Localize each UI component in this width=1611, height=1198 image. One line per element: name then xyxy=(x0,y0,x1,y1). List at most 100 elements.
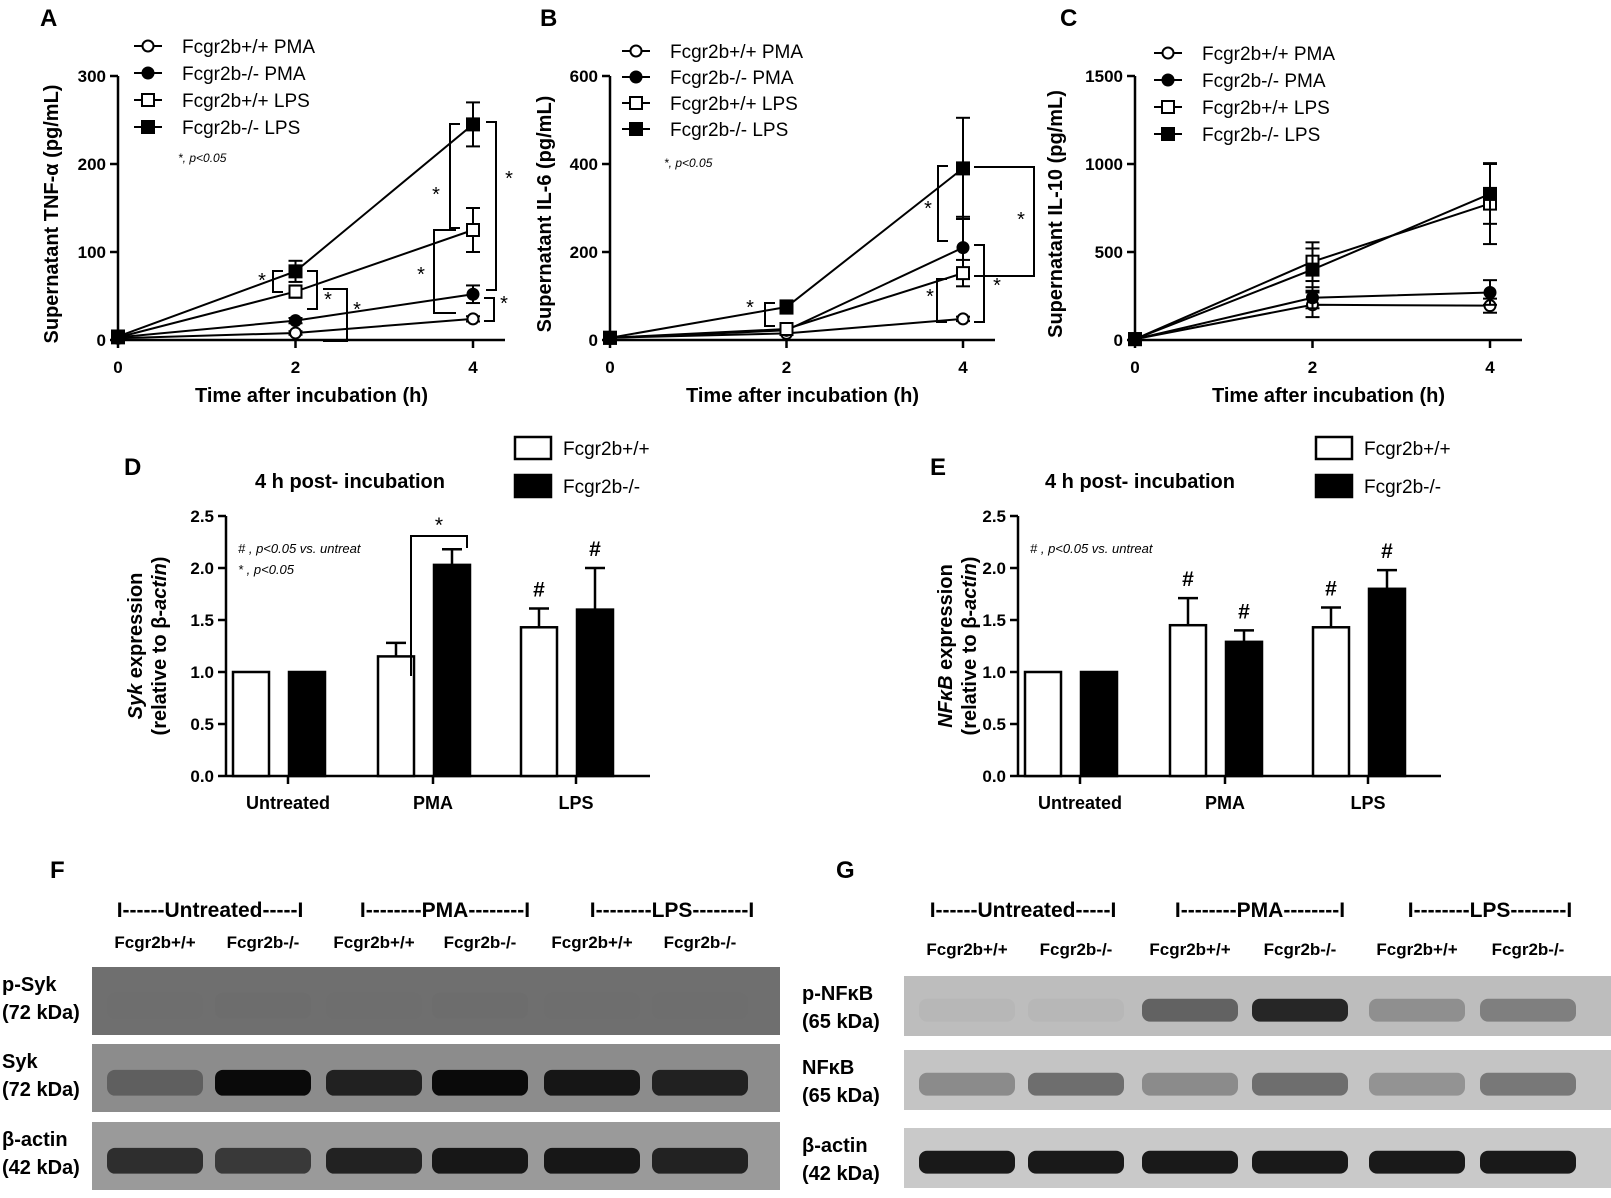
protein-band xyxy=(432,1069,528,1096)
panel-label-d: D xyxy=(124,454,141,481)
panel-label-f: F xyxy=(50,857,65,884)
lane-label: Fcgr2b-/- xyxy=(444,933,517,952)
legend-marker xyxy=(629,44,643,58)
bar xyxy=(1023,670,1063,778)
data-point xyxy=(288,284,303,299)
protein-band xyxy=(1369,1072,1465,1096)
legend-label: Fcgr2b+/+ xyxy=(563,439,650,460)
significance-bracket xyxy=(764,302,775,327)
bar xyxy=(432,563,472,778)
legend-swatch xyxy=(1314,473,1354,499)
protein-band xyxy=(1142,1072,1238,1096)
legend-label: Fcgr2b-/- LPS xyxy=(1202,125,1320,146)
protein-band xyxy=(1028,1150,1124,1174)
y-tick-label: 1.5 xyxy=(982,611,1006,630)
x-tick-label: 0 xyxy=(1130,358,1139,377)
lane-group-label: I------Untreated-----I xyxy=(117,899,304,922)
y-tick-label: 1000 xyxy=(1085,155,1123,174)
lane-label: Fcgr2b+/+ xyxy=(1376,940,1457,959)
lane-label: Fcgr2b+/+ xyxy=(926,940,1007,959)
protein-band xyxy=(107,1069,203,1096)
significance-bracket xyxy=(484,297,495,322)
x-tick-label: 2 xyxy=(291,358,300,377)
data-point xyxy=(466,287,480,301)
category-label: LPS xyxy=(1350,793,1385,813)
legend-label: Fcgr2b+/+ xyxy=(1364,439,1451,460)
legend-label: Fcgr2b-/- LPS xyxy=(670,120,788,141)
protein-band xyxy=(919,1072,1015,1096)
x-tick-label: 4 xyxy=(1485,358,1495,377)
legend-marker xyxy=(141,120,155,134)
significance-star: * xyxy=(324,289,332,311)
legend-label: Fcgr2b+/+ PMA xyxy=(1202,44,1335,65)
data-point xyxy=(289,326,302,340)
legend-label: Fcgr2b+/+ LPS xyxy=(670,94,798,115)
lane-label: Fcgr2b+/+ xyxy=(333,933,414,952)
x-tick-label: 2 xyxy=(1308,358,1317,377)
bar xyxy=(1168,623,1208,778)
significance-star: * xyxy=(435,514,443,537)
series-line xyxy=(117,123,474,338)
y-tick-label: 2.5 xyxy=(982,507,1006,526)
y-tick-label: 200 xyxy=(78,155,106,174)
chart-title: 4 h post- incubation xyxy=(1045,471,1235,493)
protein-band xyxy=(1252,998,1348,1022)
blot-row-weight: (42 kDa) xyxy=(802,1163,880,1185)
protein-band xyxy=(107,992,203,1019)
chart-b-il6: 0 200 400 600 0 2 4 Time after incubation (h) Su… xyxy=(534,42,1035,407)
y-tick-label: 0.0 xyxy=(982,767,1006,786)
data-point xyxy=(1305,262,1320,277)
protein-band xyxy=(1369,1150,1465,1174)
legend-label: Fcgr2b-/- PMA xyxy=(670,68,794,89)
category-label: LPS xyxy=(558,793,593,813)
legend-label: Fcgr2b-/- PMA xyxy=(1202,71,1326,92)
chart-title: 4 h post- incubation xyxy=(255,471,445,493)
significance-star: * xyxy=(505,168,513,190)
y-tick-label: 0 xyxy=(1114,331,1123,350)
y-axis-label-gene: NFκB xyxy=(935,675,957,727)
significance-note: # , p<0.05 vs. untreat xyxy=(1030,541,1154,556)
significance-bracket xyxy=(433,229,456,314)
lane-label: Fcgr2b-/- xyxy=(1492,940,1565,959)
legend-marker xyxy=(141,39,155,53)
y-tick-label: 1.0 xyxy=(190,663,214,682)
bar xyxy=(1224,640,1264,778)
legend-label: Fcgr2b+/+ PMA xyxy=(670,42,803,63)
y-tick-label: 1.5 xyxy=(190,611,214,630)
y-tick-label: 2.0 xyxy=(982,559,1006,578)
y-tick-label: 0.5 xyxy=(190,715,214,734)
data-point xyxy=(956,161,970,176)
y-tick-label: 0 xyxy=(97,331,106,350)
panel-label-g: G xyxy=(836,857,855,884)
significance-star: * xyxy=(417,264,425,286)
chart-a-tnf: 0 100 200 300 0 2 4 Time after incubation (h) Su… xyxy=(41,37,513,407)
data-point xyxy=(956,266,970,281)
y-tick-label: 1500 xyxy=(1085,67,1123,86)
protein-band xyxy=(1252,1072,1348,1096)
bar xyxy=(1311,626,1351,778)
y-axis-label-ref: actin xyxy=(149,563,171,610)
x-tick-label: 0 xyxy=(605,358,614,377)
y-tick-label: 1.0 xyxy=(982,663,1006,682)
y-axis-label-close: ) xyxy=(149,557,171,564)
protein-band xyxy=(215,992,311,1019)
protein-band xyxy=(432,992,528,1019)
y-tick-label: 0 xyxy=(589,331,598,350)
bar xyxy=(287,670,327,778)
y-axis-label-suffix: expression xyxy=(125,573,147,684)
significance-star: * xyxy=(432,184,440,206)
y-tick-label: 500 xyxy=(1095,243,1123,262)
protein-band xyxy=(326,992,422,1019)
data-point xyxy=(111,329,125,344)
bar xyxy=(575,608,615,778)
category-label: Untreated xyxy=(1038,793,1122,813)
lane-group-label: I--------LPS--------I xyxy=(1408,899,1572,922)
legend-swatch xyxy=(1314,435,1354,461)
category-label: PMA xyxy=(1205,793,1245,813)
bar xyxy=(519,626,559,778)
data-point xyxy=(1483,285,1497,299)
protein-band xyxy=(919,1150,1015,1174)
x-tick-label: 4 xyxy=(468,358,478,377)
data-point xyxy=(289,314,302,328)
legend-label: Fcgr2b-/- xyxy=(563,477,640,498)
